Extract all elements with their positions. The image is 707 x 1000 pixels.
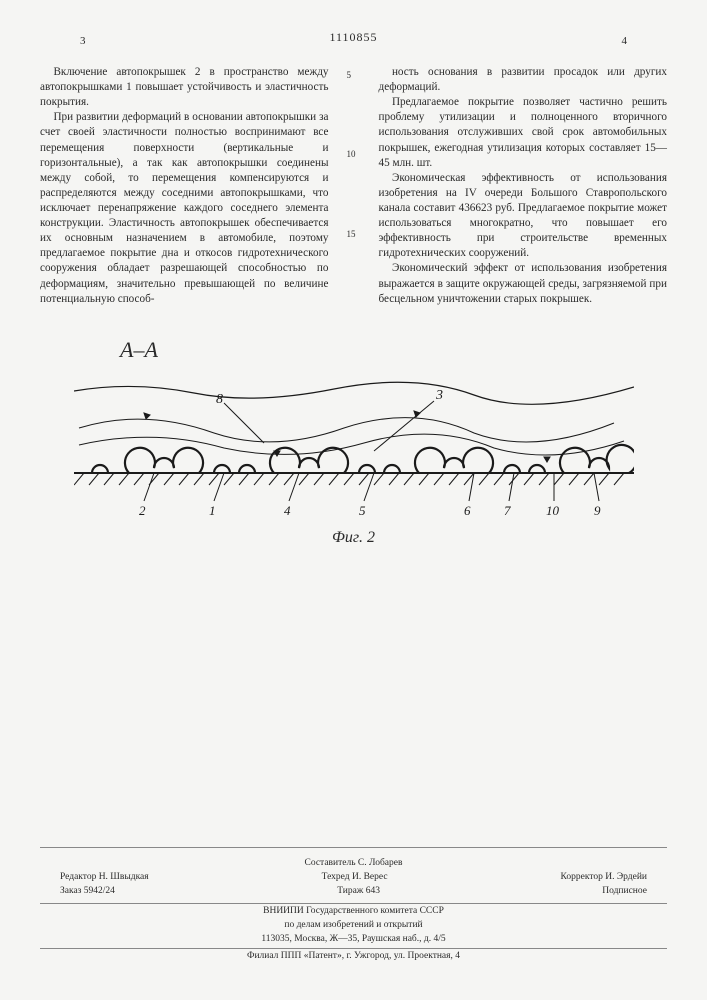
- credits-order: Заказ 5942/24: [60, 884, 115, 898]
- credits-editor: Редактор Н. Швыдкая: [60, 870, 149, 884]
- credits-corrector: Корректор И. Эрдейи: [561, 870, 647, 884]
- figure-2: А–А: [40, 337, 667, 547]
- ln-5: 5: [347, 69, 361, 148]
- para-l2: При развитии деформаций в основании авто…: [40, 110, 329, 306]
- figure-caption: Фиг. 2: [40, 529, 667, 547]
- credits-techred: Техред И. Верес: [322, 870, 388, 884]
- credits-org2: по делам изобретений и открытий: [40, 918, 667, 932]
- credits-branch: Филиал ППП «Патент», г. Ужгород, ул. Про…: [40, 949, 667, 963]
- page-num-right: 4: [622, 35, 628, 47]
- column-right: ность основания в развитии просадок или …: [379, 65, 668, 307]
- svg-text:1: 1: [209, 503, 216, 518]
- svg-text:2: 2: [139, 503, 146, 518]
- para-l1: Включение автопокрышек 2 в пространство …: [40, 65, 329, 110]
- line-number-gutter: 5 10 15: [347, 65, 361, 307]
- doc-number: 1110855: [40, 30, 667, 45]
- para-r3: Экономическая эффективность от использов…: [379, 171, 668, 262]
- svg-text:5: 5: [359, 503, 366, 518]
- credits-block: Составитель С. Лобарев Редактор Н. Швыдк…: [40, 847, 667, 964]
- ln-15: 15: [347, 228, 361, 307]
- anno-8: 8: [216, 392, 223, 407]
- credits-subscribed: Подписное: [602, 884, 647, 898]
- page-num-left: 3: [80, 35, 86, 47]
- para-r2: Предлагаемое покрытие позволяет частично…: [379, 95, 668, 171]
- svg-text:6: 6: [464, 503, 471, 518]
- para-r1: ность основания в развитии просадок или …: [379, 65, 668, 95]
- credits-tirazh: Тираж 643: [337, 884, 380, 898]
- svg-text:4: 4: [284, 503, 291, 518]
- body-columns: Включение автопокрышек 2 в пространство …: [40, 65, 667, 307]
- svg-text:10: 10: [546, 503, 560, 518]
- ln-10: 10: [347, 148, 361, 227]
- section-label: А–А: [40, 337, 667, 363]
- figure-svg: 8 3 2 1 4 5 6 7 10: [74, 373, 634, 523]
- column-left: Включение автопокрышек 2 в пространство …: [40, 65, 329, 307]
- svg-text:7: 7: [504, 503, 511, 518]
- para-r4: Экономический эффект от использования из…: [379, 261, 668, 306]
- credits-compiler: Составитель С. Лобарев: [40, 856, 667, 870]
- svg-text:9: 9: [594, 503, 601, 518]
- credits-address: 113035, Москва, Ж—35, Раушская наб., д. …: [40, 932, 667, 949]
- anno-3: 3: [435, 388, 443, 403]
- credits-org: ВНИИПИ Государственного комитета СССР: [40, 904, 667, 918]
